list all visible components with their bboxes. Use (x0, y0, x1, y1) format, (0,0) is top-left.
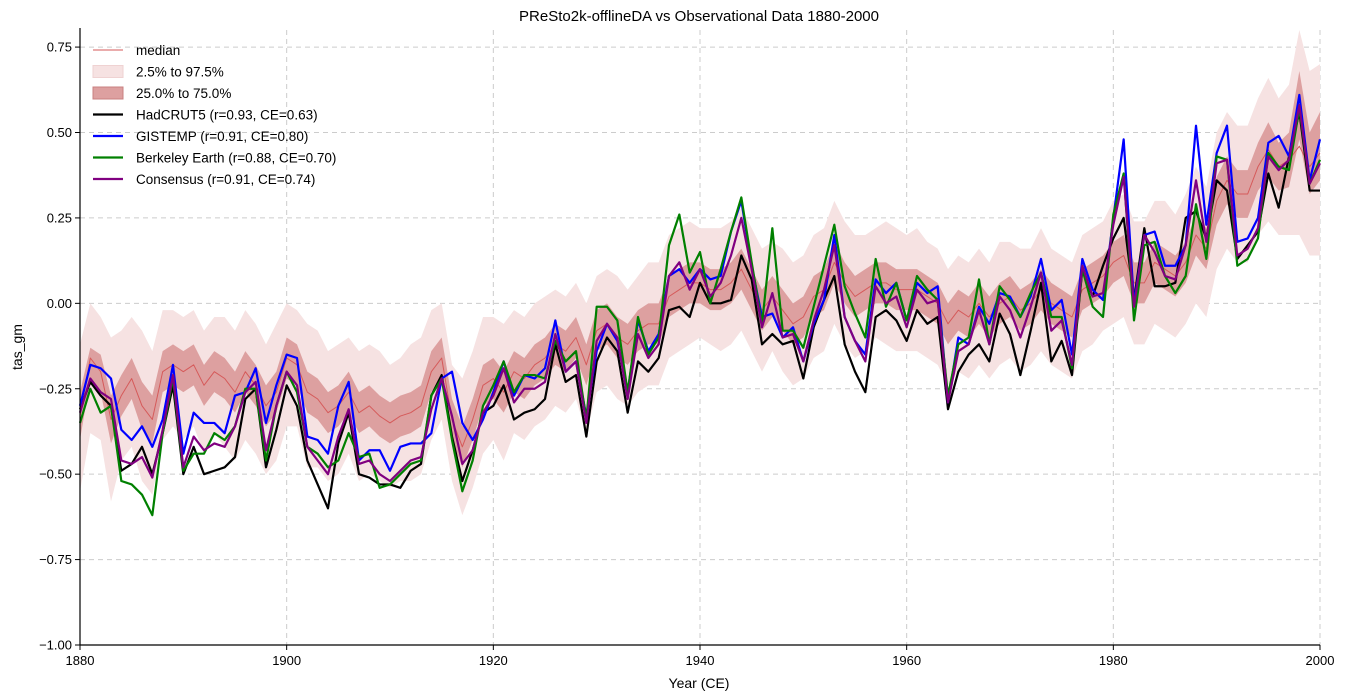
y-axis-label: tas_gm (9, 324, 25, 370)
legend-label: Consensus (r=0.91, CE=0.74) (136, 172, 315, 187)
legend-item: Berkeley Earth (r=0.88, CE=0.70) (93, 151, 336, 166)
y-tick-label: 0.75 (47, 40, 72, 55)
y-tick-label: −1.00 (39, 638, 72, 653)
x-tick-label: 2000 (1306, 653, 1335, 668)
legend-swatch (92, 65, 124, 78)
y-tick-label: −0.25 (39, 381, 72, 396)
y-tick-label: −0.50 (39, 467, 72, 482)
chart-title: PReSto2k-offlineDA vs Observational Data… (519, 8, 879, 25)
legend-item: Consensus (r=0.91, CE=0.74) (93, 172, 315, 187)
x-tick-label: 1880 (66, 653, 95, 668)
y-tick-label: 0.50 (47, 125, 72, 140)
legend-label: HadCRUT5 (r=0.93, CE=0.63) (136, 108, 318, 123)
legend-label: median (136, 43, 180, 58)
series-lines (78, 93, 1322, 517)
legend-label: 2.5% to 97.5% (136, 65, 224, 80)
x-tick-label: 1980 (1099, 653, 1128, 668)
y-tick-label: 0.00 (47, 296, 72, 311)
x-tick-label: 1920 (479, 653, 508, 668)
x-tick-label: 1940 (686, 653, 715, 668)
y-axis-ticks: −1.00 −0.75 −0.50 −0.25 0.00 0.25 0.50 0.75 (39, 40, 80, 653)
legend-label: 25.0% to 75.0% (136, 86, 231, 101)
hadcrut5-line (78, 110, 1320, 510)
legend-label: Berkeley Earth (r=0.88, CE=0.70) (136, 151, 336, 166)
x-axis-ticks: 1880 1900 1920 1940 1960 1980 2000 (66, 645, 1335, 668)
legend-item: median (93, 43, 180, 58)
legend-label: GISTEMP (r=0.91, CE=0.80) (136, 129, 308, 144)
legend-item: 25.0% to 75.0% (92, 86, 231, 101)
x-tick-label: 1900 (272, 653, 301, 668)
consensus-line (78, 104, 1321, 483)
y-tick-label: −0.75 (39, 552, 72, 567)
x-tick-label: 1960 (892, 653, 921, 668)
legend-swatch (92, 86, 124, 100)
legend-item: 2.5% to 97.5% (92, 65, 224, 80)
x-axis-label: Year (CE) (669, 675, 730, 691)
legend: median 2.5% to 97.5% 25.0% to 75.0% HadCRUT… (92, 43, 336, 187)
legend-item: HadCRUT5 (r=0.93, CE=0.63) (93, 108, 318, 123)
y-tick-label: 0.25 (47, 210, 72, 225)
legend-item: GISTEMP (r=0.91, CE=0.80) (93, 129, 308, 144)
